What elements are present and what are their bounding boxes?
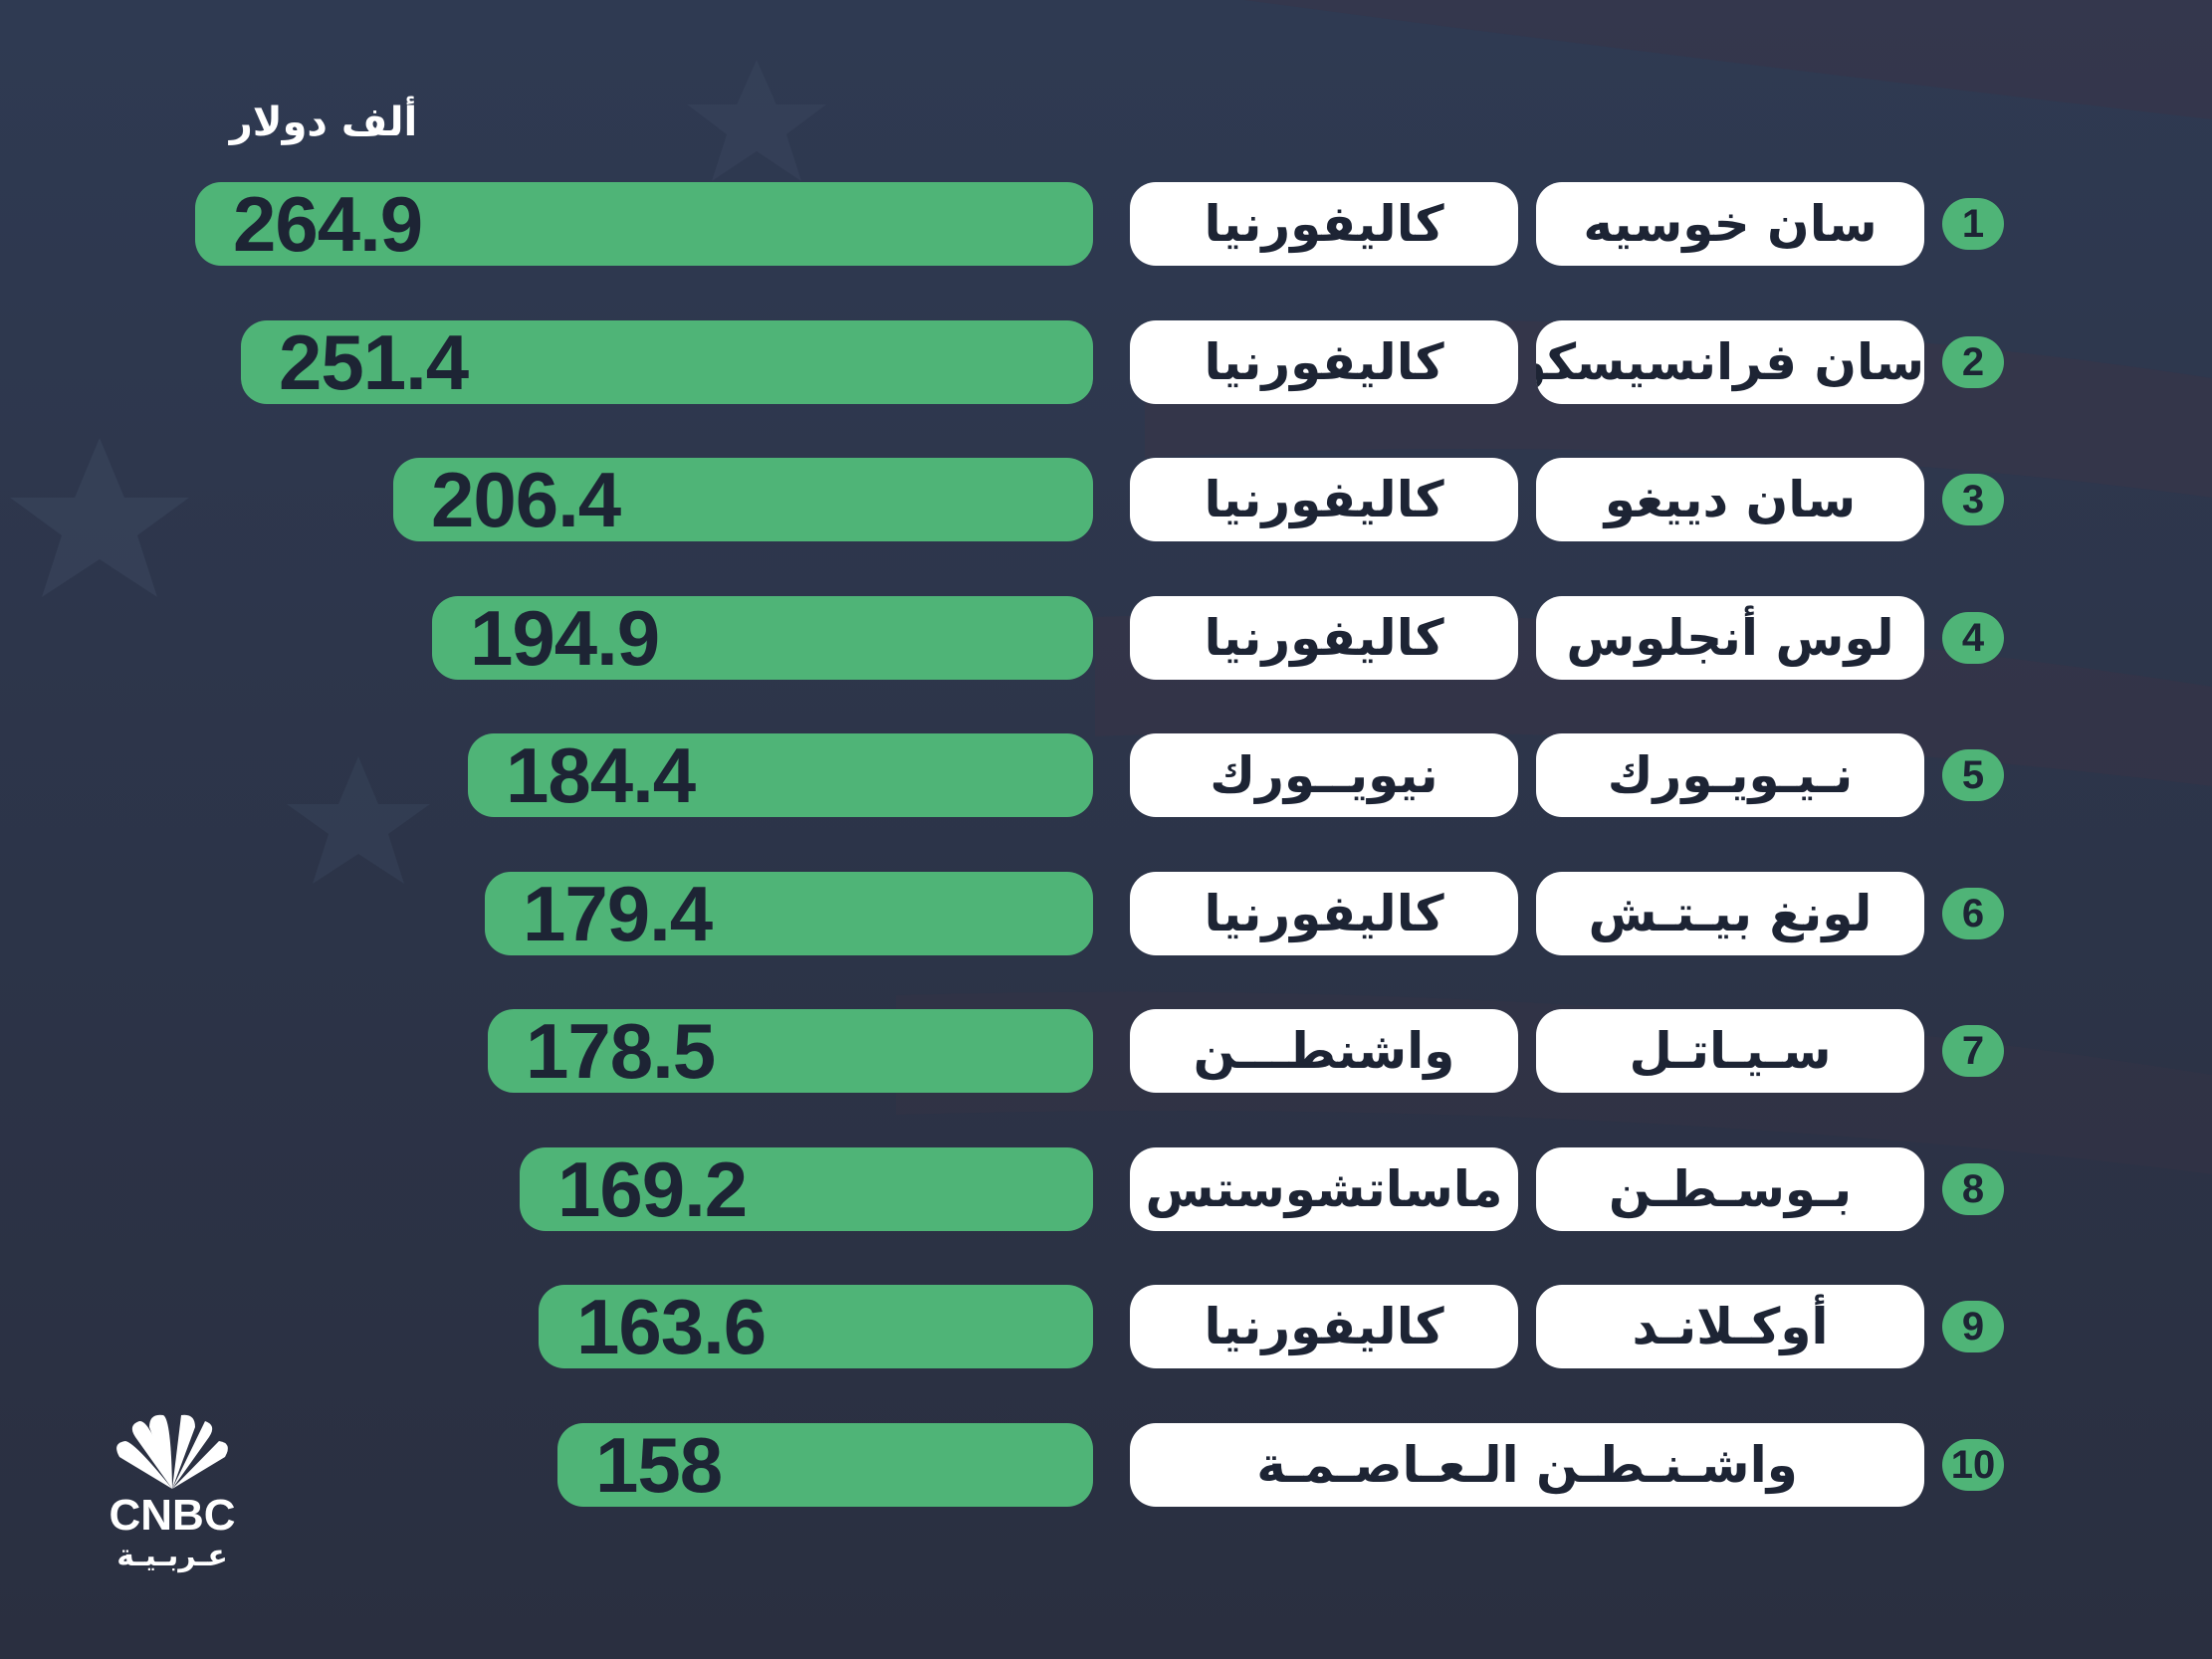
state-label: كاليفورنيا	[1130, 182, 1518, 266]
chart-row: 206.4 سان دييغو كاليفورنيا 3	[0, 458, 2212, 541]
bar	[393, 458, 1093, 541]
chart-row: 194.9 لوس أنجلوس كاليفورنيا 4	[0, 596, 2212, 680]
state-label: واشنطـــن	[1130, 1009, 1518, 1093]
bar-value-label: 158	[595, 1421, 723, 1509]
city-label: أوكـلانـد	[1536, 1285, 1924, 1368]
bar-value-label: 206.4	[431, 456, 621, 543]
cnbc-arabia-logo: CNBC عـربـيـة	[88, 1413, 257, 1573]
rank-badge: 10	[1942, 1439, 2004, 1491]
bar-value-label: 264.9	[233, 180, 423, 268]
bar	[539, 1285, 1093, 1368]
bar	[468, 733, 1093, 817]
chart-row: 163.6 أوكـلانـد كاليفورنيا 9	[0, 1285, 2212, 1368]
state-label: كاليفورنيا	[1130, 1285, 1518, 1368]
city-label: سان خوسيه	[1536, 182, 1924, 266]
rank-badge: 3	[1942, 474, 2004, 525]
chart-row: 169.2 بـوسـطـن ماساتشوستس 8	[0, 1147, 2212, 1231]
city-label: سان فرانسيسكو	[1536, 320, 1924, 404]
rank-badge: 8	[1942, 1163, 2004, 1215]
bar-value-label: 179.4	[523, 870, 713, 957]
bar	[557, 1423, 1093, 1507]
city-label: لونغ بيـتـش	[1536, 872, 1924, 955]
bar-value-label: 169.2	[557, 1145, 748, 1233]
chart-row: 251.4 سان فرانسيسكو كاليفورنيا 2	[0, 320, 2212, 404]
unit-label: ألف دولار	[229, 100, 418, 145]
bar	[432, 596, 1093, 680]
bar-value-label: 184.4	[506, 731, 696, 819]
city-label: نـيـويـورك	[1536, 733, 1924, 817]
logo-brand: CNBC	[109, 1491, 236, 1540]
state-label: نيويــورك	[1130, 733, 1518, 817]
bar-value-label: 251.4	[279, 318, 469, 406]
bar-value-label: 194.9	[470, 594, 660, 682]
bar	[241, 320, 1093, 404]
bar-value-label: 178.5	[526, 1007, 716, 1095]
city-label: بـوسـطـن	[1536, 1147, 1924, 1231]
chart-row: 179.4 لونغ بيـتـش كاليفورنيا 6	[0, 872, 2212, 955]
city-label: لوس أنجلوس	[1536, 596, 1924, 680]
rank-badge: 5	[1942, 749, 2004, 801]
bar	[195, 182, 1093, 266]
rank-badge: 1	[1942, 198, 2004, 250]
rank-badge: 7	[1942, 1025, 2004, 1077]
bar	[485, 872, 1093, 955]
state-label: كاليفورنيا	[1130, 596, 1518, 680]
chart-row: 158 واشـنـطـن الـعـاصـمـة 10	[0, 1423, 2212, 1507]
bar	[520, 1147, 1093, 1231]
chart-row: 264.9 سان خوسيه كاليفورنيا 1	[0, 182, 2212, 266]
rank-badge: 4	[1942, 612, 2004, 664]
peacock-icon	[116, 1414, 228, 1489]
rank-badge: 2	[1942, 336, 2004, 388]
chart-row: 178.5 سـيـاتـل واشنطـــن 7	[0, 1009, 2212, 1093]
chart-row: 184.4 نـيـويـورك نيويــورك 5	[0, 733, 2212, 817]
rank-badge: 9	[1942, 1301, 2004, 1352]
state-label: ماساتشوستس	[1130, 1147, 1518, 1231]
city-label: واشـنـطـن الـعـاصـمـة	[1130, 1423, 1924, 1507]
logo-subtitle: عـربـيـة	[116, 1539, 228, 1573]
bar	[488, 1009, 1093, 1093]
bar-value-label: 163.6	[576, 1283, 767, 1370]
city-label: سـيـاتـل	[1536, 1009, 1924, 1093]
state-label: كاليفورنيا	[1130, 872, 1518, 955]
rank-badge: 6	[1942, 888, 2004, 939]
state-label: كاليفورنيا	[1130, 320, 1518, 404]
city-label: سان دييغو	[1536, 458, 1924, 541]
state-label: كاليفورنيا	[1130, 458, 1518, 541]
